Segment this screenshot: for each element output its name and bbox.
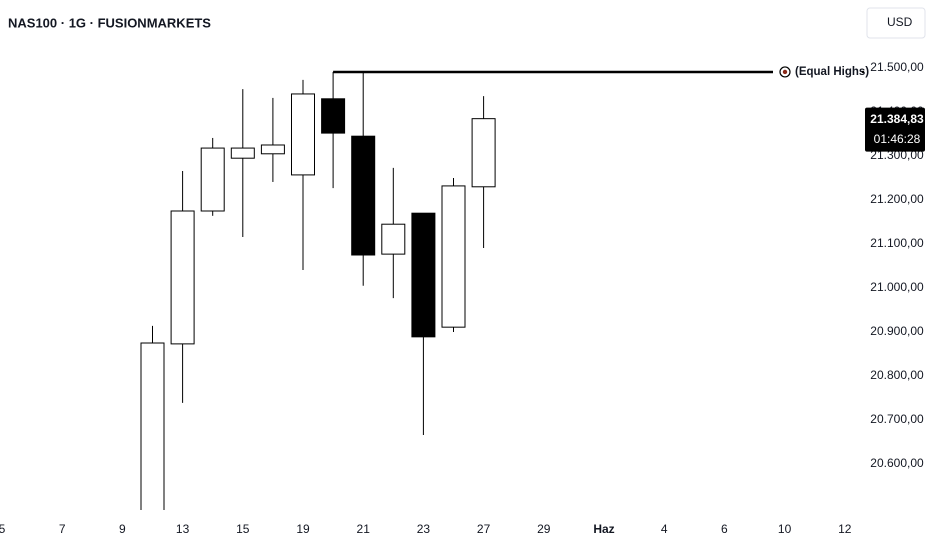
x-tick-label: 6 (721, 522, 728, 536)
y-tick-label: 21.000,00 (870, 280, 924, 294)
price-box (865, 107, 925, 152)
candle-body (471, 118, 496, 188)
x-tick-label: 7 (59, 522, 66, 536)
x-tick-label: 23 (417, 522, 431, 536)
y-tick-label: 21.200,00 (870, 192, 924, 206)
y-tick-label: 21.500,00 (870, 60, 924, 74)
x-tick-label: 29 (537, 522, 551, 536)
price-label: 21.384,83 (870, 112, 924, 126)
level-label: (Equal Highs) (795, 66, 869, 78)
x-tick-label: 12 (838, 522, 852, 536)
x-tick-label: 15 (236, 522, 250, 536)
y-tick-label: 21.100,00 (870, 236, 924, 250)
x-tick-label: 5 (0, 522, 6, 536)
candle-body (200, 147, 225, 212)
candle-body (170, 210, 195, 345)
level-icon-dot (782, 69, 788, 75)
plot-area (140, 71, 496, 510)
x-tick-label: 4 (661, 522, 668, 536)
candle-body (351, 135, 376, 256)
candle-body (230, 147, 255, 159)
y-tick-label: 20.700,00 (870, 412, 924, 426)
candle-body (441, 185, 466, 328)
candle-body (381, 223, 406, 255)
candle-body (291, 93, 315, 176)
countdown: 01:46:28 (874, 132, 921, 146)
y-tick-label: 20.900,00 (870, 324, 924, 338)
candle-body (411, 212, 436, 338)
x-tick-label: 27 (477, 522, 491, 536)
currency[interactable]: USD (887, 15, 913, 29)
candle-body (321, 98, 346, 134)
x-tick-label: 19 (296, 522, 310, 536)
y-tick-label: 20.800,00 (870, 368, 924, 382)
candle-body (140, 342, 165, 510)
candle-body (260, 144, 285, 155)
currency-box[interactable] (866, 7, 926, 39)
x-tick-label: 13 (176, 522, 190, 536)
x-tick-label: 21 (357, 522, 371, 536)
y-tick-label: 20.600,00 (870, 456, 924, 470)
chart-title: NAS100 · 1G · FUSIONMARKETS (8, 15, 211, 30)
level-dot (861, 70, 865, 74)
x-tick-label: 10 (778, 522, 792, 536)
x-tick-label: Haz (593, 522, 614, 536)
x-tick-label: 9 (119, 522, 126, 536)
